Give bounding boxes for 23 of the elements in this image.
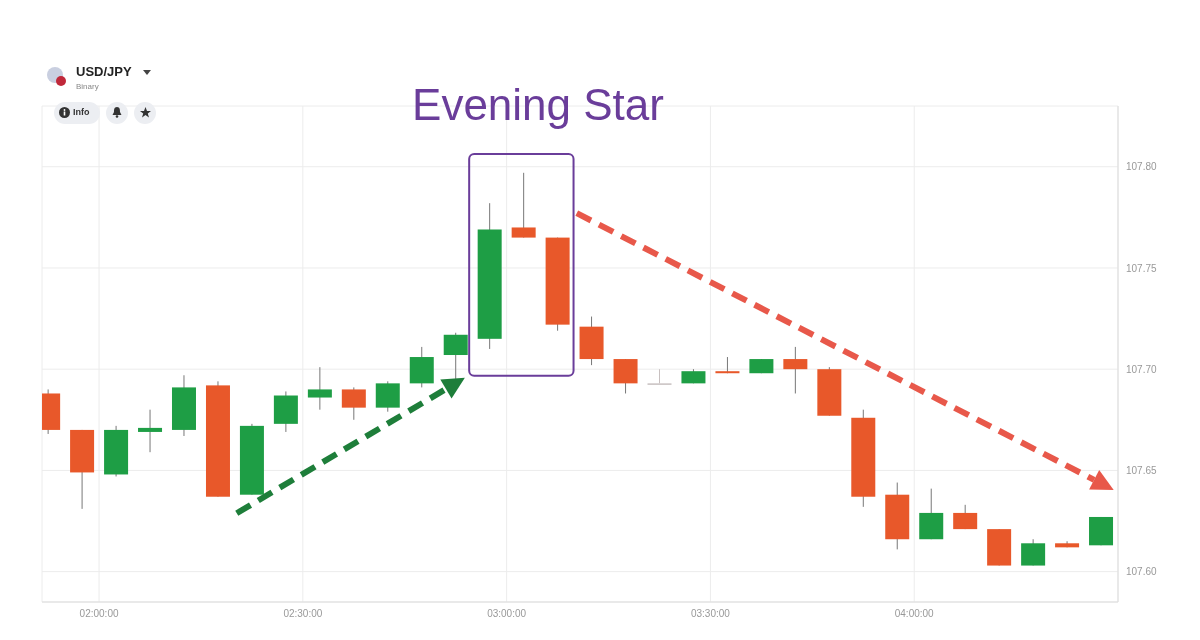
text: Binary <box>76 82 99 91</box>
x-tick-label: 04:00:00 <box>894 608 935 620</box>
annotation: Info <box>73 107 90 117</box>
candlestick <box>783 346 808 394</box>
y-tick-label: 107.75 <box>1126 262 1158 274</box>
candlestick <box>443 332 468 380</box>
candlestick <box>341 386 366 421</box>
candlestick <box>307 366 332 411</box>
candlestick <box>647 368 672 385</box>
x-tick-label: 03:00:00 <box>487 608 527 620</box>
chart-subtitle: USD/JPY <box>76 64 132 79</box>
y-tick-label: 107.70 <box>1126 363 1158 375</box>
chart-title: Evening Star <box>411 80 665 130</box>
candlestick <box>953 504 978 530</box>
x-tick-label: 03:30:00 <box>690 608 731 620</box>
y-tick-label: 107.60 <box>1126 566 1158 578</box>
y-tick-label: 107.65 <box>1126 464 1158 476</box>
y-tick-label: 107.80 <box>1126 161 1158 173</box>
info-button: Info <box>54 102 100 124</box>
candlestick <box>511 172 536 239</box>
candlestick <box>138 409 163 453</box>
x-tick-label: 02:00:00 <box>79 608 119 620</box>
x-tick-label: 02:30:00 <box>283 608 323 620</box>
